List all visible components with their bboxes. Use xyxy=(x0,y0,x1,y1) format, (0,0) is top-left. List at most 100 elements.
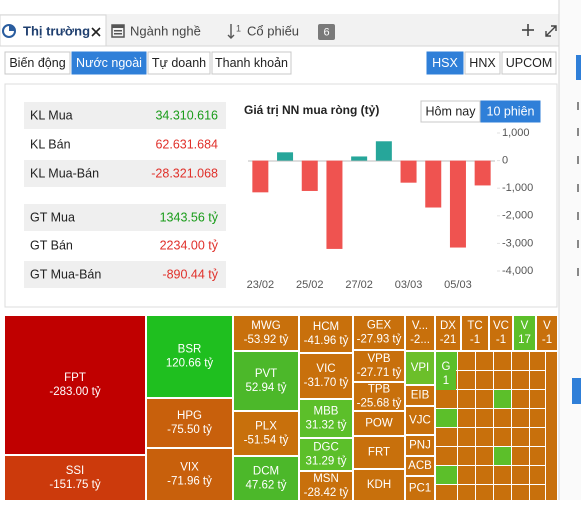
treemap-cell-bg[interactable] xyxy=(537,316,557,350)
filter-label[interactable]: Thanh khoản xyxy=(215,56,288,70)
treemap-cell-small[interactable] xyxy=(458,447,475,465)
treemap-cell-small[interactable] xyxy=(512,447,529,465)
treemap-cell[interactable]: HPG -75.50 tỷ xyxy=(147,399,232,447)
treemap-cell-small[interactable] xyxy=(512,371,529,389)
treemap-cell[interactable]: FPT -283.00 tỷ xyxy=(5,316,145,454)
treemap-cell[interactable]: PVT 52.94 tỷ xyxy=(234,352,298,410)
treemap-cell[interactable]: VPB -27.71 tỷ xyxy=(354,351,404,381)
treemap-cell[interactable]: VIC -31.70 tỷ xyxy=(300,354,352,398)
treemap-cell-small[interactable] xyxy=(458,466,475,484)
active-tab[interactable] xyxy=(0,14,107,47)
treemap-cell-small[interactable] xyxy=(530,428,545,446)
treemap-cell-small[interactable] xyxy=(436,409,457,427)
treemap-cell[interactable]: V... -2... xyxy=(406,316,434,350)
treemap-cell-small[interactable] xyxy=(530,352,545,370)
close-icon[interactable] xyxy=(91,27,101,37)
treemap-cell-bg[interactable] xyxy=(354,383,404,410)
treemap-cell-small[interactable] xyxy=(546,352,557,500)
treemap-cell-bg[interactable] xyxy=(514,316,535,350)
treemap-cell-small[interactable] xyxy=(476,352,493,370)
treemap-cell-bg[interactable] xyxy=(406,436,434,455)
treemap-cell[interactable]: GEX -27.93 tỷ xyxy=(354,316,404,349)
treemap-cell-bg[interactable] xyxy=(354,412,404,435)
treemap-cell-small[interactable] xyxy=(458,428,475,446)
filter-button[interactable] xyxy=(71,51,147,75)
treemap-cell-small[interactable] xyxy=(476,466,493,484)
treemap-cell-bg[interactable] xyxy=(406,352,434,384)
treemap-cell[interactable]: MBB 31.32 tỷ xyxy=(300,400,352,437)
exchange-label[interactable]: HSX xyxy=(432,56,458,70)
treemap-cell-bg[interactable] xyxy=(300,472,352,500)
treemap-cell-small[interactable] xyxy=(530,485,545,503)
treemap-cell-small[interactable] xyxy=(476,428,493,446)
treemap-cell-small[interactable] xyxy=(494,390,511,408)
side-button[interactable] xyxy=(576,55,581,80)
treemap-cell[interactable]: VIX -71.96 tỷ xyxy=(147,449,232,500)
filter-label[interactable]: Tự doanh xyxy=(152,56,206,70)
treemap-cell-small[interactable] xyxy=(494,428,511,446)
treemap-cell-bg[interactable] xyxy=(406,457,434,475)
treemap-cell[interactable]: FRT xyxy=(354,437,404,468)
treemap-cell-bg[interactable] xyxy=(406,407,434,434)
treemap-cell-small[interactable] xyxy=(512,352,529,370)
treemap-cell[interactable]: SSI -151.75 tỷ xyxy=(5,456,145,500)
treemap-cell-small[interactable] xyxy=(530,390,545,408)
treemap-cell[interactable]: DGC 31.29 tỷ xyxy=(300,439,352,470)
treemap-cell-bg[interactable] xyxy=(354,351,404,381)
treemap-cell[interactable]: KDH xyxy=(354,470,404,500)
treemap-cell-small[interactable] xyxy=(494,447,511,465)
treemap-cell-small[interactable] xyxy=(458,390,475,408)
treemap-cell-small[interactable] xyxy=(530,466,545,484)
treemap-cell[interactable]: V -1 xyxy=(537,316,557,350)
treemap-cell-small[interactable] xyxy=(458,352,475,370)
treemap-cell-bg[interactable] xyxy=(5,456,145,500)
treemap-cell[interactable]: POW xyxy=(354,412,404,435)
treemap-cell-bg[interactable] xyxy=(234,412,298,455)
range-button[interactable] xyxy=(420,100,481,123)
treemap-cell-bg[interactable] xyxy=(234,352,298,410)
range-label[interactable]: 10 phiên xyxy=(487,104,535,118)
add-icon[interactable] xyxy=(522,24,534,36)
exchange-button[interactable] xyxy=(426,51,464,75)
treemap-cell-small[interactable] xyxy=(530,371,545,389)
treemap-cell-bg[interactable] xyxy=(406,316,434,350)
treemap-cell-small[interactable] xyxy=(494,466,511,484)
treemap-cell[interactable]: MWG -53.92 tỷ xyxy=(234,316,298,350)
treemap-cell-bg[interactable] xyxy=(436,316,460,350)
treemap-cell-small[interactable] xyxy=(494,371,511,389)
treemap-cell-bg[interactable] xyxy=(354,437,404,468)
exchange-label[interactable]: UPCOM xyxy=(506,56,553,70)
treemap-cell-small[interactable] xyxy=(512,409,529,427)
filter-label[interactable]: Biến động xyxy=(9,56,65,70)
treemap-cell-bg[interactable] xyxy=(234,457,298,500)
treemap-cell-small[interactable] xyxy=(476,409,493,427)
treemap-cell[interactable]: TC -1 xyxy=(462,316,488,350)
treemap-cell[interactable]: VJC xyxy=(406,407,434,434)
treemap-cell-bg[interactable] xyxy=(147,399,232,447)
treemap-cell-small[interactable] xyxy=(458,409,475,427)
treemap-cell[interactable]: BSR 120.66 tỷ xyxy=(147,316,232,397)
treemap-cell-small[interactable] xyxy=(436,447,457,465)
treemap-cell[interactable]: DX -21 xyxy=(436,316,460,350)
range-button[interactable] xyxy=(480,100,541,123)
treemap-cell[interactable]: MSN -28.42 tỷ xyxy=(300,472,352,500)
treemap-cell[interactable]: HCM -41.96 tỷ xyxy=(300,316,352,352)
treemap-cell-bg[interactable] xyxy=(436,358,456,390)
filter-label[interactable]: Nước ngoài xyxy=(76,56,142,70)
treemap-cell-bg[interactable] xyxy=(406,386,434,405)
treemap-cell-small[interactable] xyxy=(436,390,457,408)
treemap-cell[interactable]: PLX -51.54 tỷ xyxy=(234,412,298,455)
treemap-cell-bg[interactable] xyxy=(147,449,232,500)
treemap-cell-bg[interactable] xyxy=(5,316,145,454)
treemap-cell[interactable]: ACB xyxy=(406,457,434,475)
treemap-cell-bg[interactable] xyxy=(354,470,404,500)
filter-button[interactable] xyxy=(147,51,211,75)
side-button[interactable] xyxy=(572,378,581,404)
exchange-button[interactable] xyxy=(501,51,557,75)
treemap-cell-small[interactable] xyxy=(530,447,545,465)
treemap-cell-bg[interactable] xyxy=(354,316,404,349)
treemap-cell-small[interactable] xyxy=(512,485,529,503)
treemap-cell-small[interactable] xyxy=(512,428,529,446)
tab-label[interactable]: Cổ phiếu xyxy=(247,23,299,38)
tab-label[interactable]: Thị trường xyxy=(23,23,90,38)
